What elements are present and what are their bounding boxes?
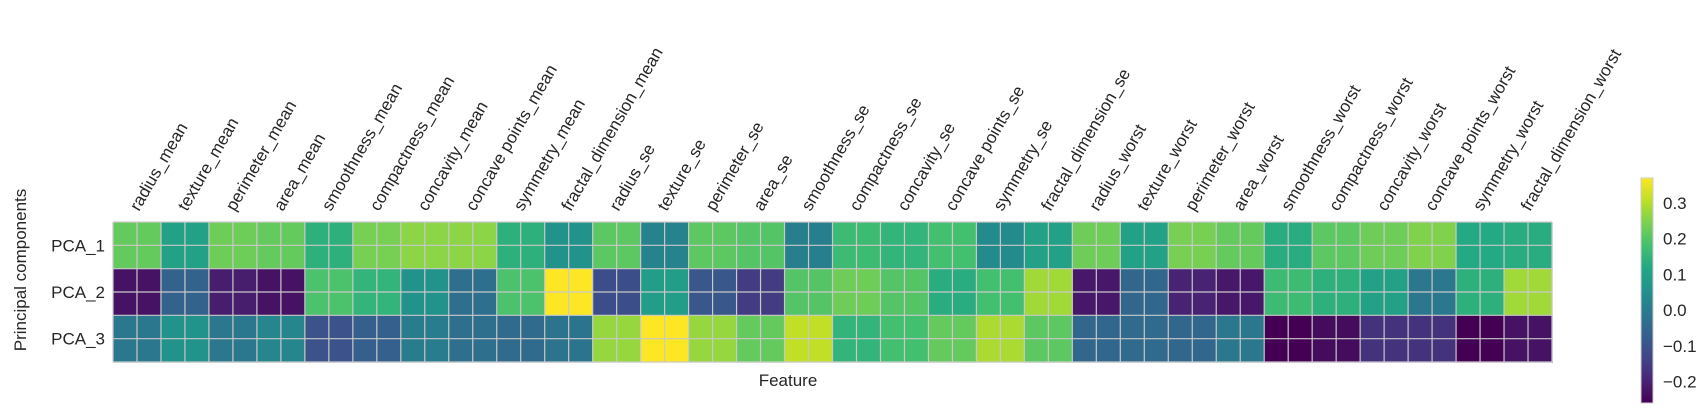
column-label: compactness_mean bbox=[366, 73, 459, 214]
row-label: PCA_1 bbox=[51, 236, 105, 255]
column-label: fractal_dimension_se bbox=[1037, 65, 1134, 214]
column-label: concave points_worst bbox=[1421, 63, 1519, 214]
x-axis-label: Feature bbox=[759, 371, 818, 390]
colorbar-ticks: 0.3 0.2 0.1 0.0 −0.1 −0.2 bbox=[1663, 194, 1697, 392]
colorbar-tick-label: 0.3 bbox=[1663, 194, 1687, 213]
colorbar-tick-label: −0.1 bbox=[1663, 337, 1697, 356]
colorbar-tick-label: 0.1 bbox=[1663, 265, 1687, 284]
row-label: PCA_2 bbox=[51, 283, 105, 302]
column-labels: radius_meantexture_meanperimeter_meanare… bbox=[126, 44, 1625, 214]
column-label: concave points_mean bbox=[462, 61, 561, 214]
colorbar bbox=[1640, 177, 1654, 404]
colorbar-tick-label: 0.2 bbox=[1663, 230, 1687, 249]
y-axis-label: Principal components bbox=[11, 189, 30, 352]
row-labels: PCA_1 PCA_2 PCA_3 bbox=[51, 236, 105, 348]
column-label: texture_se bbox=[654, 136, 710, 214]
column-label: compactness_worst bbox=[1325, 74, 1417, 214]
heatmap-grid bbox=[112, 221, 1553, 363]
row-label: PCA_3 bbox=[51, 330, 105, 349]
colorbar-tick-label: 0.0 bbox=[1663, 301, 1687, 320]
colorbar-tick-label: −0.2 bbox=[1663, 373, 1697, 392]
column-label: radius_se bbox=[606, 141, 659, 214]
column-label: area_se bbox=[750, 151, 797, 214]
